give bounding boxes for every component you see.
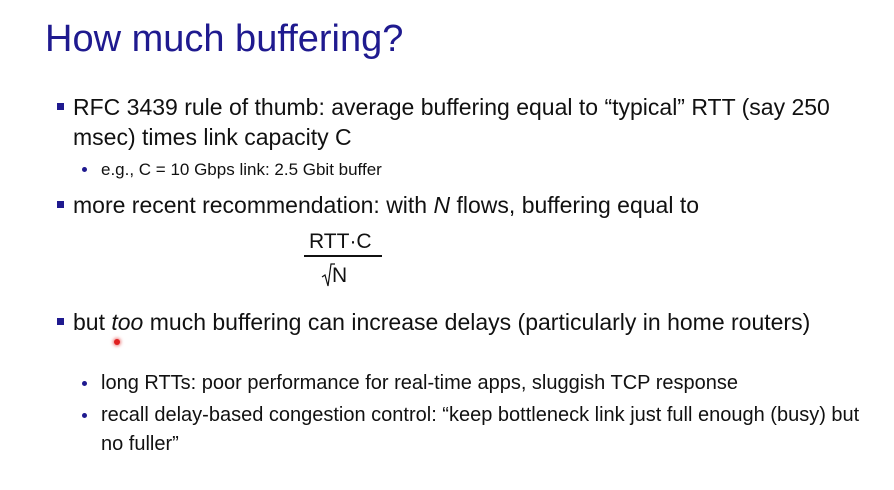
square-root-icon (321, 263, 335, 287)
bullet-text-part: flows, buffering equal to (450, 192, 700, 218)
round-bullet-icon (82, 413, 87, 418)
bullet-text: long RTTs: poor performance for real-tim… (101, 372, 738, 394)
formula-denominator: N (321, 262, 361, 288)
fraction-bar (304, 255, 382, 257)
formula-denominator-text: N (332, 264, 348, 287)
square-bullet-icon (57, 201, 64, 208)
bullet-text: but too much buffering can increase dela… (57, 307, 857, 337)
square-bullet-icon (57, 318, 64, 325)
bullet-text: recall delay-based congestion control: “… (101, 404, 860, 455)
round-bullet-icon (82, 381, 87, 386)
bullet-text-emphasis: too (111, 309, 144, 335)
round-bullet-icon (82, 167, 87, 172)
bullet-text-emphasis: N (433, 192, 451, 218)
sub-bullet-long-rtts: long RTTs: poor performance for real-tim… (82, 369, 872, 398)
bullet-too-much-buffering: but too much buffering can increase dela… (57, 307, 857, 337)
bullet-text: e.g., C = 10 Gbps link: 2.5 Gbit buffer (101, 160, 382, 179)
bullet-text-part: but (73, 309, 112, 335)
sub-bullet-example: e.g., C = 10 Gbps link: 2.5 Gbit buffer (82, 155, 872, 184)
slide-title: How much buffering? (45, 18, 404, 60)
bullet-text-part: more recent recommendation: with (73, 192, 434, 218)
bullet-text: RFC 3439 rule of thumb: average bufferin… (73, 94, 830, 150)
sub-bullet-delay-based: recall delay-based congestion control: “… (82, 401, 872, 459)
bullet-rfc-rule: RFC 3439 rule of thumb: average bufferin… (57, 92, 857, 152)
buffer-formula: RTT·C N (302, 228, 386, 290)
square-bullet-icon (57, 103, 64, 110)
laser-pointer-icon (114, 339, 120, 345)
bullet-text-part: much buffering can increase delays (part… (143, 309, 811, 335)
bullet-recent-recommendation: more recent recommendation: with N flows… (57, 190, 857, 220)
formula-numerator: RTT·C (309, 230, 372, 253)
bullet-text: more recent recommendation: with N flows… (57, 190, 857, 220)
